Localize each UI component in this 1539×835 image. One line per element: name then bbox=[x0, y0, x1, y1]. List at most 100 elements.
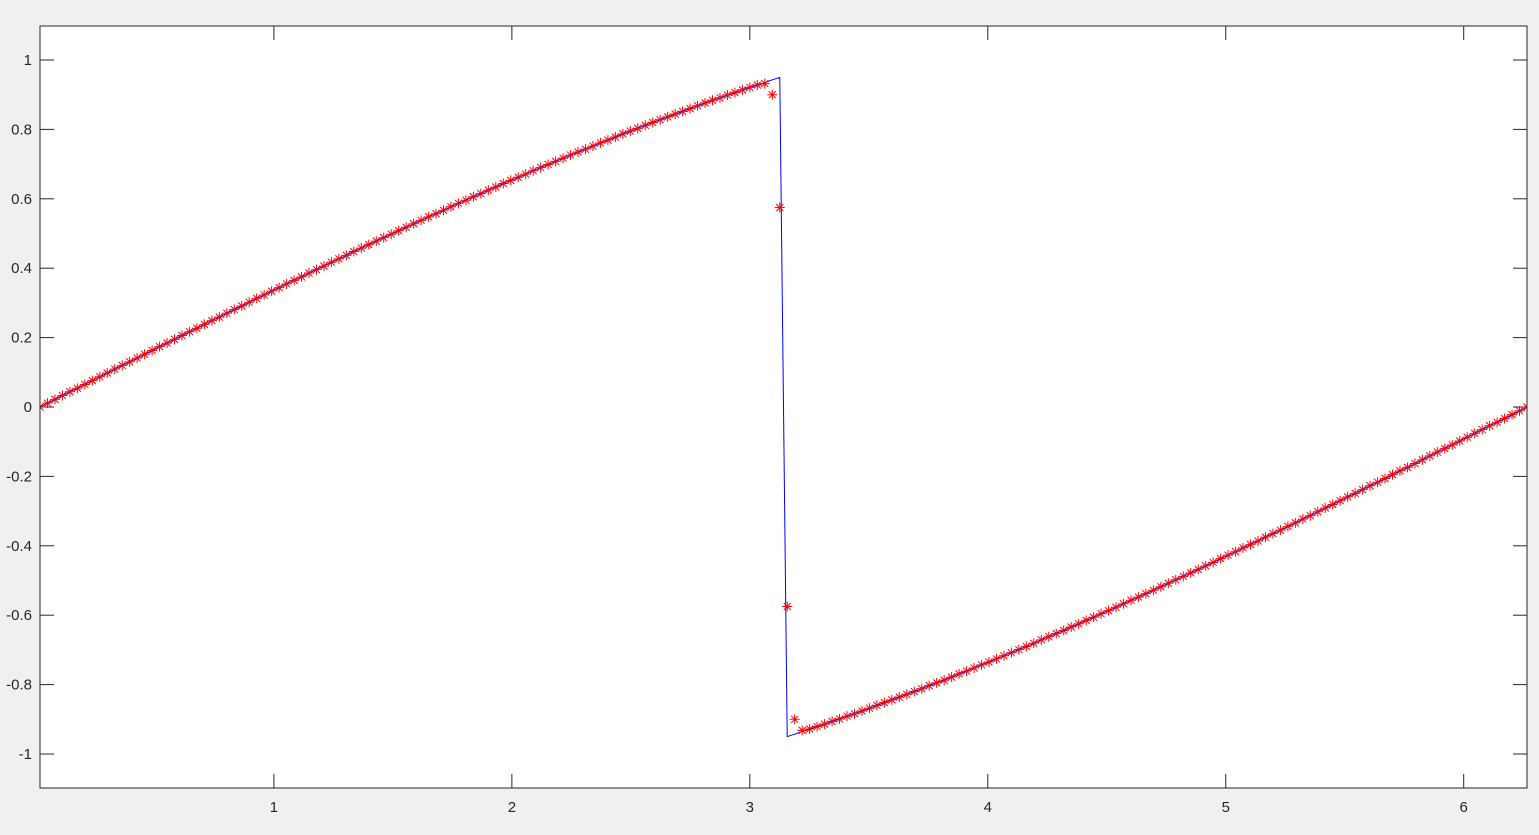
asterisk-marker bbox=[1372, 477, 1383, 488]
asterisk-marker bbox=[378, 232, 389, 243]
asterisk-marker bbox=[670, 109, 681, 120]
asterisk-marker bbox=[356, 243, 367, 254]
asterisk-marker bbox=[1230, 546, 1241, 557]
asterisk-marker bbox=[139, 349, 150, 360]
asterisk-marker bbox=[281, 278, 292, 289]
asterisk-marker bbox=[1335, 495, 1346, 506]
asterisk-marker bbox=[1365, 480, 1376, 491]
asterisk-marker bbox=[513, 172, 524, 183]
asterisk-marker bbox=[1357, 484, 1368, 495]
asterisk-marker bbox=[1051, 628, 1062, 639]
asterisk-marker bbox=[744, 82, 755, 93]
asterisk-marker bbox=[1514, 405, 1525, 416]
asterisk-marker bbox=[147, 345, 158, 356]
asterisk-marker bbox=[363, 239, 374, 250]
asterisk-marker bbox=[191, 323, 202, 334]
asterisk-marker bbox=[169, 334, 180, 345]
asterisk-marker bbox=[1387, 469, 1398, 480]
asterisk-marker bbox=[1342, 491, 1353, 502]
asterisk-marker bbox=[520, 169, 531, 180]
y-tick-label: -1 bbox=[19, 746, 32, 763]
asterisk-marker bbox=[1454, 436, 1465, 447]
asterisk-marker bbox=[1252, 535, 1263, 546]
asterisk-marker bbox=[1155, 581, 1166, 592]
asterisk-marker bbox=[1282, 521, 1293, 532]
asterisk-marker bbox=[1163, 578, 1174, 589]
asterisk-marker bbox=[468, 191, 479, 202]
asterisk-marker bbox=[1417, 454, 1428, 465]
asterisk-marker bbox=[864, 703, 875, 714]
asterisk-marker bbox=[154, 341, 165, 352]
asterisk-marker bbox=[797, 725, 808, 736]
asterisk-marker bbox=[498, 178, 509, 189]
asterisk-marker bbox=[685, 103, 696, 114]
asterisk-marker bbox=[991, 653, 1002, 664]
asterisk-marker bbox=[49, 394, 60, 405]
y-tick-label: 0.4 bbox=[11, 260, 32, 277]
asterisk-marker bbox=[1058, 625, 1069, 636]
asterisk-marker bbox=[1499, 413, 1510, 424]
asterisk-marker bbox=[954, 668, 965, 679]
asterisk-marker bbox=[1200, 560, 1211, 571]
asterisk-marker bbox=[1477, 424, 1488, 435]
asterisk-marker bbox=[647, 117, 658, 128]
asterisk-marker bbox=[946, 671, 957, 682]
asterisk-marker bbox=[998, 650, 1009, 661]
asterisk-marker bbox=[812, 721, 823, 732]
asterisk-marker bbox=[251, 293, 262, 304]
asterisk-marker bbox=[1238, 542, 1249, 553]
asterisk-marker bbox=[42, 398, 53, 409]
asterisk-marker bbox=[1432, 447, 1443, 458]
asterisk-marker bbox=[1409, 458, 1420, 469]
asterisk-marker bbox=[916, 683, 927, 694]
asterisk-marker bbox=[1118, 598, 1129, 609]
asterisk-marker bbox=[535, 162, 546, 173]
asterisk-marker bbox=[416, 215, 427, 226]
asterisk-marker bbox=[386, 229, 397, 240]
asterisk-marker bbox=[1260, 532, 1271, 543]
asterisk-marker bbox=[176, 330, 187, 341]
asterisk-marker bbox=[1312, 506, 1323, 517]
axes-box bbox=[39, 25, 1528, 789]
asterisk-marker bbox=[244, 297, 255, 308]
asterisk-marker bbox=[57, 390, 68, 401]
x-tick-label: 6 bbox=[1460, 799, 1468, 816]
x-tick-label: 2 bbox=[508, 799, 516, 816]
asterisk-marker bbox=[580, 144, 591, 155]
asterisk-marker bbox=[1140, 588, 1151, 599]
asterisk-marker bbox=[296, 271, 307, 282]
asterisk-marker bbox=[1133, 592, 1144, 603]
asterisk-marker bbox=[1327, 499, 1338, 510]
asterisk-marker bbox=[1267, 528, 1278, 539]
x-tick-label: 4 bbox=[984, 799, 992, 816]
y-tick-label: 1 bbox=[24, 52, 32, 69]
asterisk-marker bbox=[856, 705, 867, 716]
asterisk-marker bbox=[617, 128, 628, 139]
asterisk-marker bbox=[752, 79, 763, 90]
y-tick-label: 0 bbox=[24, 399, 32, 416]
asterisk-marker bbox=[236, 301, 247, 312]
asterisk-marker bbox=[318, 261, 329, 272]
asterisk-marker bbox=[871, 700, 882, 711]
asterisk-marker bbox=[311, 264, 322, 275]
asterisk-marker bbox=[109, 364, 120, 375]
asterisk-marker bbox=[341, 250, 352, 261]
asterisk-marker bbox=[849, 708, 860, 719]
asterisk-marker bbox=[1320, 502, 1331, 513]
asterisk-marker bbox=[1447, 439, 1458, 450]
asterisk-marker bbox=[1350, 488, 1361, 499]
asterisk-marker bbox=[886, 694, 897, 705]
asterisk-marker bbox=[72, 383, 83, 394]
asterisk-marker bbox=[602, 135, 613, 146]
asterisk-marker bbox=[1036, 634, 1047, 645]
asterisk-marker bbox=[87, 375, 98, 386]
asterisk-marker bbox=[1066, 621, 1077, 632]
asterisk-marker bbox=[714, 92, 725, 103]
asterisk-marker bbox=[1013, 644, 1024, 655]
asterisk-marker bbox=[1290, 517, 1301, 528]
asterisk-marker bbox=[1215, 553, 1226, 564]
asterisk-marker bbox=[774, 202, 785, 213]
asterisk-marker bbox=[1223, 550, 1234, 561]
asterisk-marker bbox=[199, 319, 210, 330]
asterisk-marker bbox=[528, 165, 539, 176]
